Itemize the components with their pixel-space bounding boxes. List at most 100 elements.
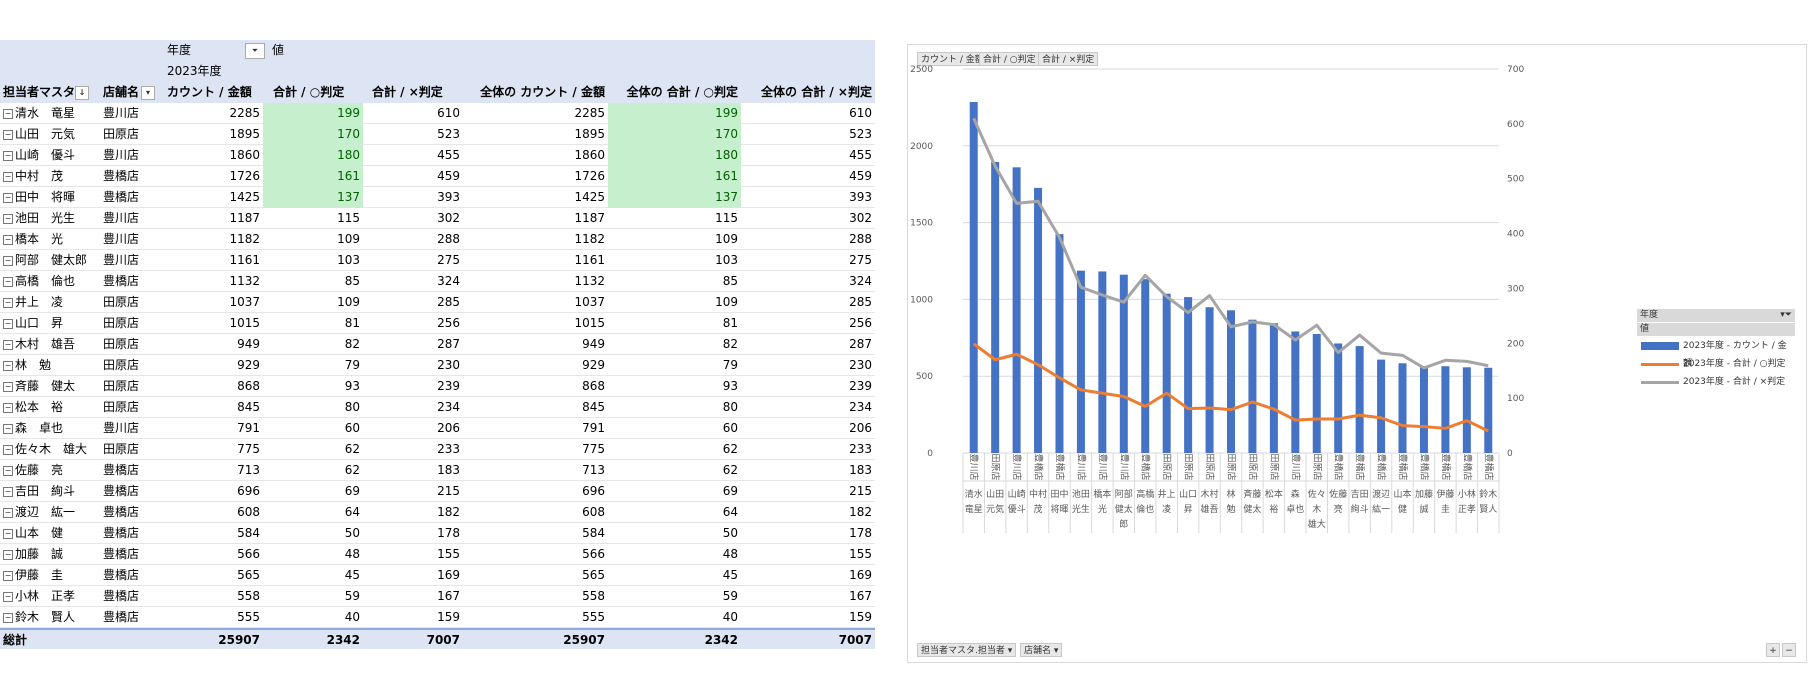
total-count-cell: 791 [582,421,605,435]
expand-button[interactable]: + [1766,643,1780,657]
owner-cell[interactable]: − 山田 元気 [0,124,100,145]
collapse-icon[interactable]: − [3,571,13,581]
x-tick-label-owner: 鈴木賢人 [1479,488,1497,515]
count-cell: 949 [237,337,260,351]
table-row: − 山崎 優斗 豊川店 1860 180 455 1860 180 455 [0,145,875,166]
collapse-icon[interactable]: − [3,109,13,119]
owner-name: 井上 凌 [15,295,64,309]
total-ng-cell: 167 [849,589,872,603]
owner-column-label: 担当者マスタ [3,85,76,99]
total-ok-cell: 62 [722,463,738,477]
collapse-icon[interactable]: − [3,424,13,434]
owner-cell[interactable]: − 松本 裕 [0,397,100,418]
total-count-cell: 696 [582,484,605,498]
owner-name: 田中 将暉 [15,190,76,204]
store-column-header[interactable]: 店舗名 ▾ [100,82,164,103]
total-count-cell: 1895 [574,127,605,141]
total-ng-cell: 206 [849,421,872,435]
dropdown-icon[interactable]: ▾ [141,85,156,100]
count-cell: 1895 [229,127,260,141]
filter-button[interactable]: ⏷ [245,40,269,61]
owner-cell[interactable]: − 池田 光生 [0,208,100,229]
owner-name: 佐々木 雄大 [15,442,88,456]
owner-cell[interactable]: − 加藤 誠 [0,544,100,565]
owner-cell[interactable]: − 佐々木 雄大 [0,439,100,460]
field-button-ng[interactable]: 合計 / ×判定 [1038,52,1099,66]
grand-total-total-ng: 7007 [838,633,872,647]
owner-column-header[interactable]: 担当者マスタ ↓ [0,82,100,103]
bar [1462,367,1471,453]
collapse-icon[interactable]: − [3,445,13,455]
owner-cell[interactable]: − 鈴木 賢人 [0,607,100,628]
collapse-icon[interactable]: − [3,214,13,224]
collapse-icon[interactable]: − [3,277,13,287]
filter-icon[interactable]: ▾⏷ [1780,310,1792,320]
owner-cell[interactable]: − 吉田 絢斗 [0,481,100,502]
collapse-icon[interactable]: − [3,361,13,371]
collapse-icon[interactable]: − [3,319,13,329]
ng-cell: 459 [437,169,460,183]
owner-cell[interactable]: − 伊藤 圭 [0,565,100,586]
owner-cell[interactable]: − 林 勉 [0,355,100,376]
x-tick-label-store: 豊橋店 [1440,453,1452,480]
x-tick-label-owner: 井上凌 [1158,488,1176,515]
owner-cell[interactable]: − 中村 茂 [0,166,100,187]
field-button-count[interactable]: カウント / 金額 [917,52,988,66]
collapse-icon[interactable]: − [3,193,13,203]
field-button-ok[interactable]: 合計 / ○判定 [979,52,1040,66]
grand-total-total-count: 25907 [563,633,605,647]
collapse-icon[interactable]: − [3,235,13,245]
collapse-icon[interactable]: − [3,613,13,623]
store-cell: 田原店 [103,337,140,351]
collapse-icon[interactable]: − [3,487,13,497]
owner-cell[interactable]: − 小林 正孝 [0,586,100,607]
x-tick-label-store: 豊橋店 [1376,453,1388,480]
owner-cell[interactable]: − 木村 雄吾 [0,334,100,355]
x-tick-label-store: 田原店 [1183,453,1195,480]
pivot-chart[interactable]: カウント / 金額 合計 / ○判定 合計 / ×判定 0 500 1000 1500… [907,44,1807,663]
filter-icon[interactable]: ⏷ [245,42,265,59]
owner-cell[interactable]: − 佐藤 亮 [0,460,100,481]
owner-cell[interactable]: − 山本 健 [0,523,100,544]
collapse-icon[interactable]: − [3,256,13,266]
owner-cell[interactable]: − 田中 将暉 [0,187,100,208]
legend-field-header[interactable]: 年度 ▾⏷ [1637,309,1795,322]
collapse-icon[interactable]: − [3,130,13,140]
axis-field-button-owner[interactable]: 担当者マスタ.担当者 ▾ [917,643,1017,657]
collapse-icon[interactable]: − [3,298,13,308]
owner-cell[interactable]: − 橋本 光 [0,229,100,250]
bar [1312,333,1321,453]
collapse-icon[interactable]: − [3,466,13,476]
collapse-icon[interactable]: − [3,172,13,182]
collapse-icon[interactable]: − [3,340,13,350]
count-cell: 1182 [229,232,260,246]
owner-cell[interactable]: − 森 卓也 [0,418,100,439]
collapse-icon[interactable]: − [3,508,13,518]
collapse-icon[interactable]: − [3,382,13,392]
ng-cell: 610 [437,106,460,120]
axis-field-button-store[interactable]: 店舗名 ▾ [1020,643,1063,657]
owner-cell[interactable]: − 渡辺 紘一 [0,502,100,523]
owner-cell[interactable]: − 阿部 健太郎 [0,250,100,271]
y-tick-label-left: 2500 [910,65,933,75]
collapse-icon[interactable]: − [3,592,13,602]
owner-cell[interactable]: − 山崎 優斗 [0,145,100,166]
collapse-icon[interactable]: − [3,529,13,539]
owner-cell[interactable]: − 高橋 倫也 [0,271,100,292]
collapse-icon[interactable]: − [3,550,13,560]
chart-legend[interactable]: 年度 ▾⏷ 値 2023年度 - カウント / 金額 2023年度 - 合計 /… [1637,309,1795,391]
owner-cell[interactable]: − 井上 凌 [0,292,100,313]
owner-cell[interactable]: − 清水 竜星 [0,103,100,124]
owner-cell[interactable]: − 斉藤 健太 [0,376,100,397]
collapse-icon[interactable]: − [3,403,13,413]
ok-cell: 62 [344,442,360,456]
legend-values-header: 値 [1637,323,1795,336]
sort-desc-icon[interactable]: ↓ [75,85,90,100]
total-ng-cell: 288 [849,232,872,246]
collapse-icon[interactable]: − [3,151,13,161]
owner-name: 松本 裕 [15,400,64,414]
collapse-button[interactable]: − [1782,643,1796,657]
x-tick-label-owner: 吉田絢斗 [1351,489,1369,515]
ok-cell: 59 [344,589,360,603]
owner-cell[interactable]: − 山口 昇 [0,313,100,334]
